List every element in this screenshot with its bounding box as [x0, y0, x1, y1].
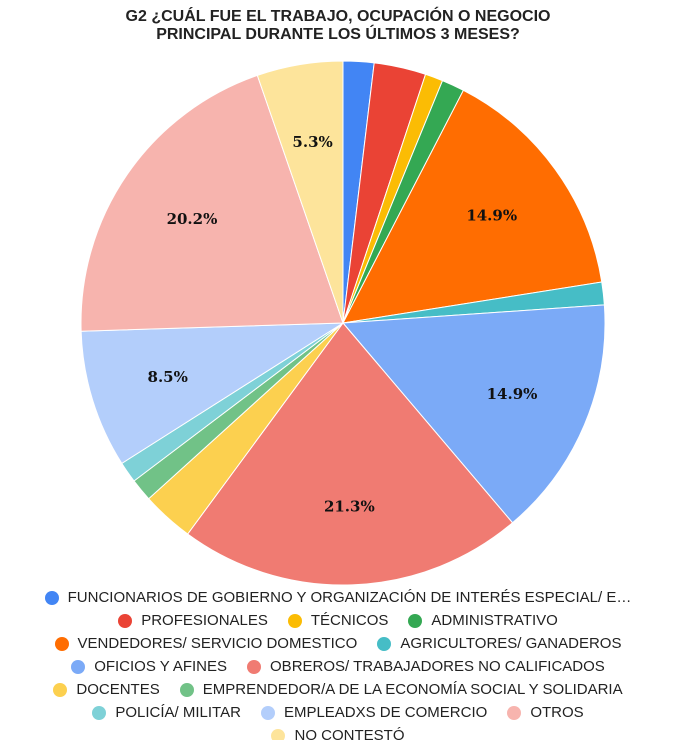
- legend-swatch: [260, 705, 275, 720]
- legend-item: PROFESIONALES: [118, 609, 268, 632]
- legend-label: FUNCIONARIOS DE GOBIERNO Y ORGANIZACIÓN …: [67, 589, 632, 606]
- legend-label: OFICIOS Y AFINES: [94, 658, 228, 675]
- pie-slice: [186, 322, 514, 586]
- pie-slice: [341, 304, 606, 524]
- legend-swatch: [247, 659, 262, 674]
- legend-item: OBREROS/ TRABAJADORES NO CALIFICADOS: [247, 655, 605, 678]
- legend-label: NO CONTESTÓ: [294, 727, 405, 740]
- legend-swatch: [92, 705, 107, 720]
- chart: G2 ¿CUÁL FUE EL TRABAJO, OCUPACIÓN O NEG…: [80, 6, 606, 586]
- legend-swatch: [287, 613, 302, 628]
- legend-item: OTROS: [507, 701, 584, 724]
- legend-item: ADMINISTRATIVO: [408, 609, 558, 632]
- legend-item: OFICIOS Y AFINES: [71, 655, 227, 678]
- value-label: 5.3%: [292, 133, 332, 151]
- legend-swatch: [179, 682, 194, 697]
- value-label: 21.3%: [324, 497, 375, 515]
- value-label: 8.5%: [148, 368, 188, 386]
- legend-label: POLICÍA/ MILITAR: [115, 704, 241, 721]
- pie-slice: [80, 322, 345, 465]
- legend-swatch: [118, 613, 133, 628]
- legend-label: VENDEDORES/ SERVICIO DOMESTICO: [77, 635, 358, 652]
- legend-label: TÉCNICOS: [310, 612, 389, 629]
- legend-label: AGRICULTORES/ GANADEROS: [400, 635, 622, 652]
- chart-title: G2 ¿CUÁL FUE EL TRABAJO, OCUPACIÓN O NEG…: [126, 6, 551, 43]
- legend-label: ADMINISTRATIVO: [431, 612, 558, 629]
- pie-slice: [80, 74, 344, 332]
- legend-swatch: [408, 613, 423, 628]
- pie-slice: [342, 89, 603, 324]
- legend-swatch: [507, 705, 522, 720]
- legend-item: FUNCIONARIOS DE GOBIERNO Y ORGANIZACIÓN …: [44, 586, 632, 609]
- legend-item: DOCENTES: [53, 678, 160, 701]
- legend-item: VENDEDORES/ SERVICIO DOMESTICO: [54, 632, 358, 655]
- legend-swatch: [53, 682, 68, 697]
- legend-label: EMPRENDEDOR/A DE LA ECONOMÍA SOCIAL Y SO…: [202, 681, 623, 698]
- legend-swatch: [54, 636, 69, 651]
- legend-label: EMPLEADXS DE COMERCIO: [283, 704, 488, 721]
- legend-label: PROFESIONALES: [141, 612, 268, 629]
- legend-item: EMPLEADXS DE COMERCIO: [260, 701, 488, 724]
- legend-label: OBREROS/ TRABAJADORES NO CALIFICADOS: [270, 658, 605, 675]
- legend-item: POLICÍA/ MILITAR: [92, 701, 241, 724]
- legend-item: NO CONTESTÓ: [271, 724, 405, 740]
- legend-item: EMPRENDEDOR/A DE LA ECONOMÍA SOCIAL Y SO…: [179, 678, 623, 701]
- legend-item: TÉCNICOS: [287, 609, 389, 632]
- value-label: 14.9%: [466, 207, 517, 225]
- legend-swatch: [71, 659, 86, 674]
- legend-label: DOCENTES: [76, 681, 160, 698]
- legend-label: OTROS: [530, 704, 584, 721]
- legend-item: AGRICULTORES/ GANADEROS: [377, 632, 621, 655]
- legend: FUNCIONARIOS DE GOBIERNO Y ORGANIZACIÓN …: [10, 586, 666, 740]
- legend-swatch: [44, 590, 59, 605]
- value-label: 20.2%: [167, 210, 218, 228]
- legend-swatch: [271, 728, 286, 740]
- pie-slice: [256, 60, 344, 324]
- value-label: 14.9%: [487, 385, 538, 403]
- legend-swatch: [377, 636, 392, 651]
